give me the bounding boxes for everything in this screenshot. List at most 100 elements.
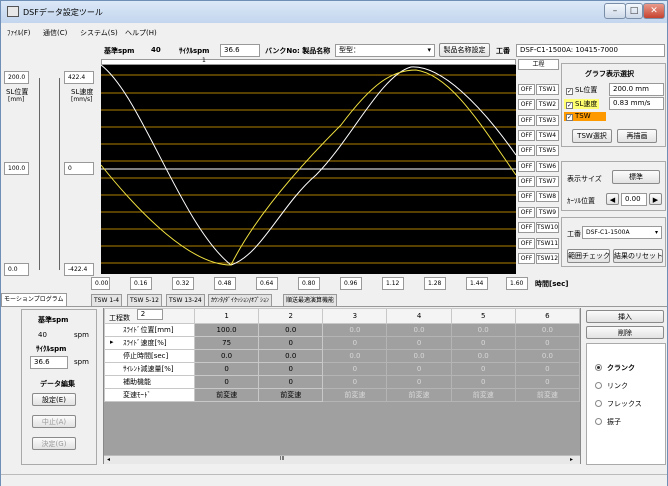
horizontal-scrollbar[interactable]: ◂ III ▸ bbox=[104, 455, 580, 464]
delete-button[interactable]: 削除 bbox=[586, 326, 664, 339]
row-header: ｻｲﾚﾝﾄ減速量[%] bbox=[104, 362, 195, 376]
time-tick: 0.64 bbox=[256, 277, 278, 290]
position-curve bbox=[101, 65, 516, 266]
tab-counter-cushion[interactable]: ｶｳﾝﾀ/ﾀﾞｲｸｯｼｮﾝ/ｵﾌﾟｼｮﾝ bbox=[208, 294, 273, 306]
tsw-check[interactable]: ✓ TSW bbox=[564, 112, 606, 121]
decide-button[interactable]: 決定(G) bbox=[32, 437, 76, 450]
sl-position-label: SL位置 bbox=[6, 88, 29, 96]
table-cell: 前変速 bbox=[514, 388, 581, 402]
sl-position-readout: 200.0 mm bbox=[609, 83, 664, 96]
tsw-off-indicator: OFF bbox=[518, 253, 535, 264]
table-cell: 前変速 bbox=[386, 388, 452, 402]
spm-label: 基準spm bbox=[104, 47, 135, 55]
tsw-select-button[interactable]: TSW選択 bbox=[572, 129, 612, 143]
table-cell: 0 bbox=[386, 336, 452, 350]
range-check-button[interactable]: 範囲チェック bbox=[567, 249, 610, 263]
sl-speed-max: 422.4 bbox=[64, 71, 94, 84]
row-header: 停止時間[sec] bbox=[104, 349, 195, 363]
table-cell[interactable]: 0.0 bbox=[258, 323, 324, 337]
side-cycle-field: 36.6 bbox=[30, 356, 68, 369]
mode-crank-label: クランク bbox=[607, 364, 635, 372]
tsw-name: TSW1 bbox=[536, 84, 559, 95]
sl-speed-check[interactable]: ✓ SL速度 bbox=[564, 99, 600, 109]
table-cell[interactable]: 0 bbox=[258, 375, 324, 389]
scroll-left-icon[interactable]: ◂ bbox=[107, 456, 111, 463]
check-panel: 工番 DSF-C1-1500A ▾ 範囲チェック 結果のリセット bbox=[561, 217, 666, 267]
table-cell[interactable]: 0 bbox=[258, 362, 324, 376]
row-header: 変速ﾓｰﾄﾞ bbox=[104, 388, 195, 402]
product-name-button[interactable]: 製品名称設定 bbox=[439, 43, 490, 57]
row-header: ▸ ｽﾗｲﾄﾞ速度[%] bbox=[104, 336, 195, 350]
tsw-off-indicator: OFF bbox=[518, 176, 535, 187]
spm-value: 40 bbox=[151, 46, 161, 54]
cursor-right-button[interactable]: ▶ bbox=[649, 193, 662, 205]
close-button[interactable]: ✕ bbox=[643, 3, 665, 19]
redraw-button[interactable]: 再描画 bbox=[617, 129, 657, 143]
speed-curve bbox=[101, 69, 516, 266]
menu-comm[interactable]: 通信(C) bbox=[43, 29, 68, 37]
sl-speed-readout: 0.83 mm/s bbox=[609, 97, 664, 110]
column-header: 1 bbox=[193, 308, 260, 324]
menu-help[interactable]: ヘルプ(H) bbox=[125, 29, 157, 37]
table-cell[interactable]: 0 bbox=[193, 375, 260, 389]
maximize-button[interactable]: □ bbox=[625, 3, 643, 19]
sl-position-unit: [mm] bbox=[8, 96, 25, 103]
bank-select[interactable]: 型型： ▾ bbox=[335, 44, 435, 57]
tab-tsw-1-4[interactable]: TSW 1-4 bbox=[91, 294, 123, 306]
tsw-name: TSW3 bbox=[536, 115, 559, 126]
display-size-button[interactable]: 標準 bbox=[612, 170, 660, 184]
table-cell[interactable]: 75 bbox=[193, 336, 260, 350]
table-cell: 0 bbox=[450, 362, 516, 376]
bank-select-value: 型型： bbox=[339, 46, 360, 54]
sl-speed-label: SL速度 bbox=[71, 88, 94, 96]
minimize-button[interactable]: – bbox=[604, 3, 626, 19]
set-button[interactable]: 設定(E) bbox=[32, 393, 76, 406]
table-cell: 0 bbox=[514, 375, 581, 389]
table-cell[interactable]: 0.0 bbox=[193, 349, 260, 363]
table-row: ▸ ｽﾗｲﾄﾞ速度[%] 75 0 0 0 0 0 bbox=[104, 336, 581, 350]
table-cell[interactable]: 0.0 bbox=[258, 349, 324, 363]
mode-link-radio[interactable]: リンク bbox=[595, 381, 628, 391]
table-row: ｻｲﾚﾝﾄ減速量[%] 0 0 0 0 0 0 bbox=[104, 362, 581, 376]
menu-system[interactable]: システム(S) bbox=[80, 29, 118, 37]
table-cell[interactable]: 前変速 bbox=[193, 388, 260, 402]
table-cell: 0 bbox=[514, 362, 581, 376]
insert-button[interactable]: 挿入 bbox=[586, 310, 664, 323]
chart-grid bbox=[101, 74, 516, 264]
tsw-name: TSW12 bbox=[536, 253, 559, 264]
menu-file[interactable]: ﾌｧｲﾙ(F) bbox=[7, 29, 31, 37]
step-count-field[interactable]: 2 bbox=[136, 309, 163, 320]
window-title: DSFデータ設定ツール bbox=[23, 8, 103, 17]
work-number-field: DSF-C1-1500A: 10415-7000 bbox=[516, 44, 665, 57]
table-cell[interactable]: 前変速 bbox=[258, 388, 324, 402]
sl-axis-line bbox=[39, 78, 40, 270]
cursor-position-field: 0.00 bbox=[621, 193, 647, 206]
motion-chart[interactable] bbox=[101, 65, 516, 274]
column-header: 2 bbox=[258, 308, 324, 324]
mode-crank-radio[interactable]: クランク bbox=[595, 363, 635, 373]
cycle-spm-field: 36.6 bbox=[220, 44, 260, 57]
row-header: ｽﾗｲﾄﾞ位置[mm] bbox=[104, 323, 195, 337]
mode-pendulum-radio[interactable]: 振子 bbox=[595, 417, 621, 427]
cursor-left-button[interactable]: ◀ bbox=[606, 193, 619, 205]
reset-results-button[interactable]: 結果のリセット bbox=[613, 249, 663, 263]
panel-work-label: 工番 bbox=[567, 230, 581, 238]
sl-position-check[interactable]: ✓ SL位置 bbox=[566, 85, 597, 95]
scroll-right-icon[interactable]: ▸ bbox=[570, 456, 574, 463]
mode-flex-radio[interactable]: フレックス bbox=[595, 399, 642, 409]
tab-tsw-5-12[interactable]: TSW 5-12 bbox=[127, 294, 162, 306]
table-cell[interactable]: 0 bbox=[258, 336, 324, 350]
panel-work-select[interactable]: DSF-C1-1500A ▾ bbox=[582, 226, 662, 239]
time-tick: 0.16 bbox=[130, 277, 152, 290]
tab-tsw-13-24[interactable]: TSW 13-24 bbox=[166, 294, 205, 306]
mode-flex-label: フレックス bbox=[607, 400, 642, 408]
tab-optimize[interactable]: 順送最適演算機能 bbox=[283, 294, 338, 306]
stop-button[interactable]: 中止(A) bbox=[32, 415, 76, 428]
check-icon: ✓ bbox=[566, 102, 573, 109]
sl-position-min: 0.0 bbox=[4, 263, 29, 276]
tab-motion-program[interactable]: モーションプログラム bbox=[1, 293, 67, 306]
tsw-off-indicator: OFF bbox=[518, 115, 535, 126]
table-cell[interactable]: 0 bbox=[193, 362, 260, 376]
table-cell[interactable]: 100.0 bbox=[193, 323, 260, 337]
